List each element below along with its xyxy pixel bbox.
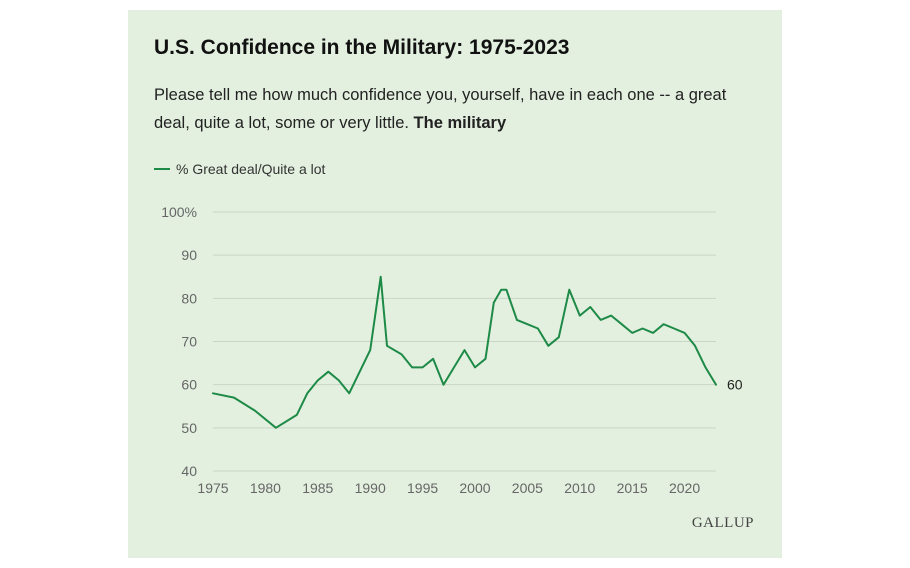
- end-value-label: 60: [727, 377, 743, 393]
- legend: % Great deal/Quite a lot: [154, 161, 325, 177]
- series-line: [212, 275, 717, 429]
- gallup-logo: GALLUP: [691, 515, 754, 531]
- y-tick-label: 40: [181, 463, 197, 479]
- x-tick-label: 1975: [197, 480, 228, 496]
- line-chart: 40 50 60 70 80 90 100% 1975 1980 1985 1990 1995 2000…: [161, 204, 743, 496]
- chart-title: U.S. Confidence in the Military: 1975-20…: [154, 36, 570, 59]
- institution-label: The military: [413, 114, 507, 132]
- chart-card: U.S. Confidence in the Military: 1975-20…: [128, 10, 782, 558]
- legend-swatch: [154, 168, 170, 170]
- y-tick-label: 100%: [161, 204, 197, 220]
- y-tick-label: 60: [181, 377, 197, 393]
- x-tick-label: 1995: [407, 480, 438, 496]
- y-tick-label: 80: [181, 290, 197, 306]
- x-tick-label: 1990: [355, 480, 386, 496]
- y-tick-label: 90: [181, 247, 197, 263]
- x-tick-label: 2005: [512, 480, 543, 496]
- x-tick-label: 2020: [669, 480, 700, 496]
- gridlines: [213, 211, 716, 472]
- y-tick-label: 70: [181, 334, 197, 350]
- x-tick-label: 2015: [617, 480, 648, 496]
- x-tick-label: 2010: [564, 480, 595, 496]
- x-tick-label: 2000: [459, 480, 490, 496]
- x-tick-label: 1985: [302, 480, 333, 496]
- legend-label: % Great deal/Quite a lot: [176, 161, 326, 177]
- y-tick-label: 50: [181, 420, 197, 436]
- chart-subtitle: Please tell me how much confidence you, …: [154, 81, 764, 137]
- axis-labels: 40 50 60 70 80 90 100% 1975 1980 1985 1990 1995 2000…: [161, 204, 700, 496]
- x-tick-label: 1980: [250, 480, 281, 496]
- survey-question: Please tell me how much confidence you, …: [154, 86, 727, 132]
- data-series: 60: [212, 275, 743, 429]
